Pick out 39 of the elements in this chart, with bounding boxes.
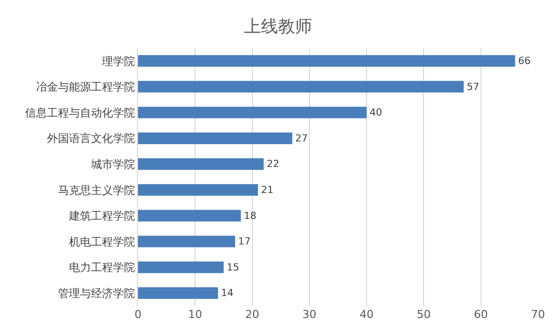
y-tick-label: 机电工程学院 xyxy=(68,235,135,248)
data-label: 21 xyxy=(261,185,274,196)
y-tick-label: 管理与经济学院 xyxy=(58,286,135,300)
x-tick-label: 40 xyxy=(360,308,374,321)
y-tick-label: 建筑工程学院 xyxy=(68,210,135,223)
bar xyxy=(138,158,264,170)
data-label: 40 xyxy=(370,108,382,119)
x-tick-label: 0 xyxy=(134,308,142,321)
y-tick-label: 理学院 xyxy=(102,54,135,68)
bar xyxy=(138,184,258,196)
x-tick-label: 10 xyxy=(188,308,202,321)
data-label: 18 xyxy=(244,210,256,222)
data-label: 27 xyxy=(295,133,308,144)
data-label: 14 xyxy=(221,288,234,300)
y-tick-label: 电力工程学院 xyxy=(68,261,135,274)
y-tick-label: 冶金与能源工程学院 xyxy=(36,80,135,94)
x-tick-label: 30 xyxy=(302,308,316,321)
bar xyxy=(138,106,367,118)
x-tick-label: 50 xyxy=(416,308,431,321)
data-label: 17 xyxy=(238,236,251,248)
bar xyxy=(138,287,218,299)
x-tick-label: 70 xyxy=(531,308,545,321)
data-label: 66 xyxy=(518,56,531,68)
y-tick-label: 外国语言文化学院 xyxy=(46,132,135,146)
y-tick-label: 信息工程与自动化学院 xyxy=(24,106,135,120)
bar xyxy=(138,132,292,144)
data-label: 22 xyxy=(266,159,280,170)
bar xyxy=(138,262,224,274)
data-label: 57 xyxy=(466,82,480,93)
x-tick-label: 20 xyxy=(245,308,260,321)
bar xyxy=(138,80,464,93)
bar xyxy=(138,55,516,67)
y-tick-label: 马克思主义学院 xyxy=(58,184,135,197)
bar xyxy=(138,236,236,248)
bar xyxy=(138,210,241,222)
x-tick-label: 60 xyxy=(474,308,488,321)
data-label: 15 xyxy=(226,262,240,274)
y-tick-label: 城市学院 xyxy=(90,158,135,171)
chart-title: 上线教师 xyxy=(244,17,312,38)
